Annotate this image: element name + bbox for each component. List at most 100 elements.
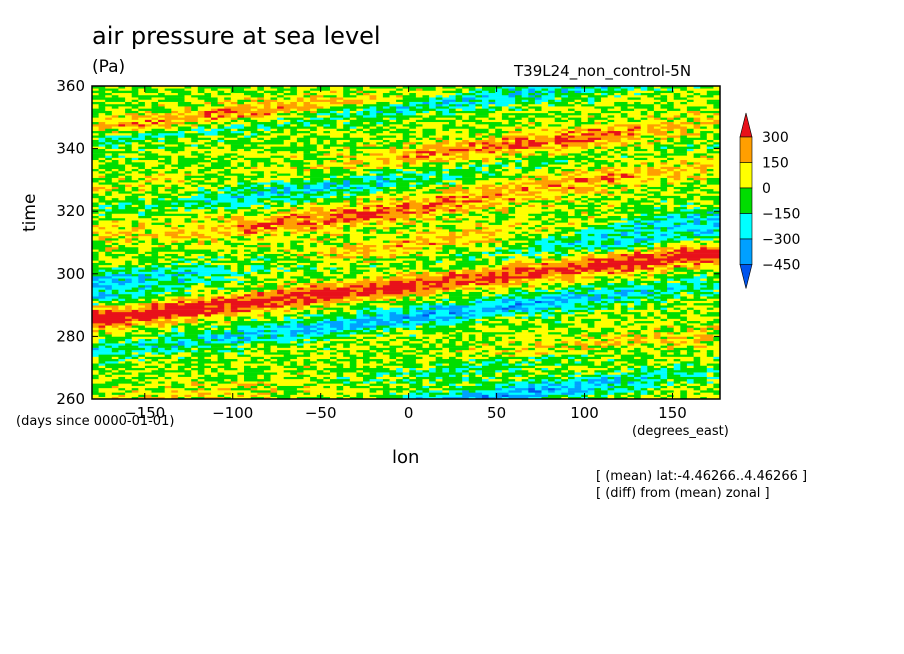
- heatmap-cell: [257, 285, 265, 288]
- heatmap-cell: [442, 204, 450, 208]
- heatmap-cell: [111, 276, 139, 279]
- heatmap-cell: [349, 352, 364, 355]
- heatmap-cell: [389, 345, 404, 348]
- heatmap-cell: [686, 363, 694, 366]
- heatmap-cell: [197, 231, 218, 234]
- heatmap-cell: [429, 374, 450, 377]
- note-mean-lat: [ (mean) lat:-4.46266..4.46266 ]: [596, 469, 808, 484]
- heatmap-cell: [475, 224, 483, 228]
- heatmap-cell: [111, 300, 119, 304]
- heatmap-cell: [455, 300, 470, 304]
- heatmap-cell: [389, 381, 397, 384]
- heatmap-cell: [706, 396, 720, 399]
- heatmap-cell: [296, 209, 311, 212]
- heatmap-cell: [482, 307, 503, 310]
- heatmap-cell: [92, 343, 106, 346]
- heatmap-cell: [144, 211, 166, 214]
- heatmap-cell: [303, 363, 311, 366]
- heatmap-cell: [409, 195, 437, 199]
- heatmap-cell: [422, 383, 437, 386]
- heatmap-cell: [574, 191, 589, 194]
- heatmap-cell: [396, 267, 404, 270]
- heatmap-cell: [574, 323, 589, 326]
- heatmap-cell: [660, 363, 668, 366]
- heatmap-cell: [693, 293, 701, 297]
- heatmap-cell: [396, 392, 410, 395]
- heatmap-cell: [667, 365, 675, 369]
- heatmap-cell: [230, 320, 291, 324]
- heatmap-cell: [462, 253, 483, 257]
- heatmap-cell: [376, 352, 384, 355]
- heatmap-cell: [508, 296, 516, 299]
- heatmap-cell: [105, 226, 119, 230]
- heatmap-cell: [647, 296, 655, 299]
- heatmap-cell: [204, 226, 212, 230]
- heatmap-cell: [250, 309, 265, 313]
- heatmap-cell: [647, 365, 655, 369]
- heatmap-cell: [501, 258, 509, 261]
- heatmap-cell: [376, 298, 384, 301]
- heatmap-cell: [270, 349, 278, 353]
- heatmap-cell: [330, 249, 337, 252]
- heatmap-cell: [515, 260, 523, 263]
- heatmap-cell: [177, 258, 185, 261]
- heatmap-cell: [343, 226, 351, 230]
- heatmap-cell: [98, 325, 106, 328]
- heatmap-cell: [620, 323, 628, 326]
- heatmap-cell: [713, 202, 720, 205]
- heatmap-cell: [574, 200, 582, 203]
- heatmap-cell: [581, 338, 589, 342]
- heatmap-cell: [640, 226, 655, 230]
- heatmap-cell: [409, 226, 437, 230]
- heatmap-cell: [620, 318, 628, 322]
- heatmap-cell: [429, 314, 456, 317]
- heatmap-cell: [323, 302, 331, 306]
- heatmap-cell: [356, 331, 384, 335]
- heatmap-cell: [177, 195, 192, 199]
- heatmap-cell: [323, 200, 344, 203]
- heatmap-cell: [303, 282, 337, 286]
- heatmap-cell: [164, 385, 172, 389]
- heatmap-cell: [653, 244, 661, 248]
- heatmap-cell: [349, 242, 357, 246]
- heatmap-cell: [376, 267, 390, 270]
- heatmap-cell: [508, 255, 516, 259]
- heatmap-cell: [336, 374, 344, 377]
- heatmap-cell: [442, 273, 450, 277]
- heatmap-cell: [316, 376, 324, 380]
- heatmap-cell: [693, 329, 701, 333]
- heatmap-cell: [316, 251, 324, 254]
- heatmap-cell: [217, 320, 225, 324]
- heatmap-cell: [554, 378, 562, 382]
- heatmap-cell: [277, 349, 291, 353]
- heatmap-cell: [415, 285, 430, 288]
- heatmap-cell: [171, 278, 179, 281]
- heatmap-cell: [541, 318, 562, 322]
- heatmap-cell: [548, 378, 556, 382]
- heatmap-cell: [528, 213, 549, 216]
- heatmap-cell: [614, 320, 622, 324]
- heatmap-cell: [296, 262, 311, 266]
- heatmap-cell: [640, 390, 648, 393]
- heatmap-cell: [343, 244, 357, 248]
- heatmap-cell: [396, 244, 404, 248]
- heatmap-cell: [653, 280, 661, 284]
- heatmap-cell: [296, 340, 304, 344]
- heatmap-cell: [561, 197, 575, 201]
- heatmap-cell: [706, 229, 714, 232]
- heatmap-cell: [647, 305, 655, 308]
- heatmap-cell: [429, 224, 437, 228]
- heatmap-cell: [620, 314, 635, 317]
- heatmap-cell: [468, 213, 483, 216]
- heatmap-cell: [118, 325, 126, 328]
- heatmap-cell: [482, 369, 496, 373]
- heatmap-cell: [92, 396, 113, 399]
- heatmap-cell: [495, 305, 503, 308]
- heatmap-cell: [429, 369, 437, 373]
- heatmap-cell: [158, 258, 166, 261]
- heatmap-cell: [250, 390, 271, 393]
- heatmap-cell: [660, 289, 668, 292]
- heatmap-cell: [290, 213, 298, 216]
- heatmap-cell: [151, 291, 166, 295]
- heatmap-cell: [92, 381, 106, 384]
